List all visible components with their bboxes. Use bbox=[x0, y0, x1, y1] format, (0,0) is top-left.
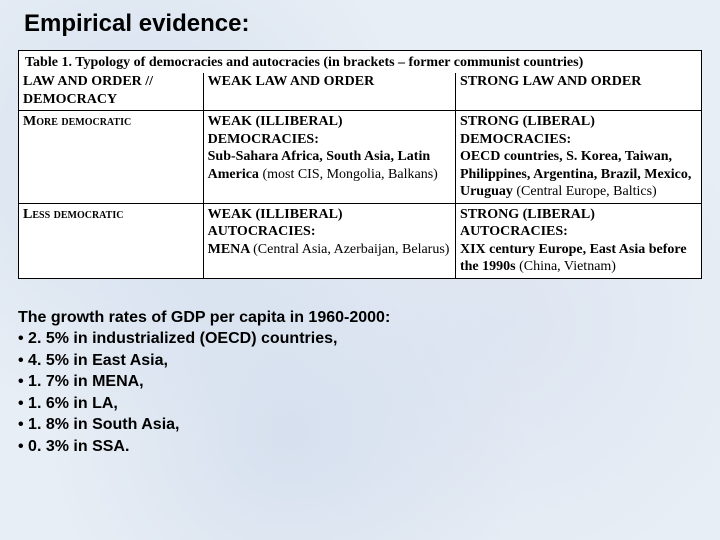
table-header-row: LAW AND ORDER // DEMOCRACY WEAK LAW AND … bbox=[19, 73, 701, 111]
list-item: • 1. 6% in LA, bbox=[18, 393, 702, 415]
row2-weak: WEAK (ILLIBERAL) AUTOCRACIES: MENA (Cent… bbox=[203, 203, 455, 278]
row2-strong: STRONG (LIBERAL) AUTOCRACIES: XIX centur… bbox=[455, 203, 701, 278]
list-item: • 2. 5% in industrialized (OECD) countri… bbox=[18, 328, 702, 350]
table-row: More democratic WEAK (ILLIBERAL) DEMOCRA… bbox=[19, 111, 701, 204]
list-item: • 0. 3% in SSA. bbox=[18, 436, 702, 458]
list-item: • 1. 8% in South Asia, bbox=[18, 414, 702, 436]
growth-heading: The growth rates of GDP per capita in 19… bbox=[18, 307, 702, 329]
table-caption: Table 1. Typology of democracies and aut… bbox=[19, 51, 701, 73]
growth-list: • 2. 5% in industrialized (OECD) countri… bbox=[18, 328, 702, 458]
row1-weak: WEAK (ILLIBERAL) DEMOCRACIES: Sub-Sahara… bbox=[203, 111, 455, 204]
row1-label: More democratic bbox=[19, 111, 203, 204]
header-col2: WEAK LAW AND ORDER bbox=[203, 73, 455, 111]
list-item: • 4. 5% in East Asia, bbox=[18, 350, 702, 372]
header-col3: STRONG LAW AND ORDER bbox=[455, 73, 701, 111]
table-row: Less democratic WEAK (ILLIBERAL) AUTOCRA… bbox=[19, 203, 701, 278]
row1-strong: STRONG (LIBERAL) DEMOCRACIES: OECD count… bbox=[455, 111, 701, 204]
growth-rates-block: The growth rates of GDP per capita in 19… bbox=[18, 307, 702, 458]
typology-table: Table 1. Typology of democracies and aut… bbox=[18, 50, 702, 279]
header-col1: LAW AND ORDER // DEMOCRACY bbox=[19, 73, 203, 111]
row2-label: Less democratic bbox=[19, 203, 203, 278]
slide-title: Empirical evidence: bbox=[24, 10, 702, 38]
list-item: • 1. 7% in MENA, bbox=[18, 371, 702, 393]
